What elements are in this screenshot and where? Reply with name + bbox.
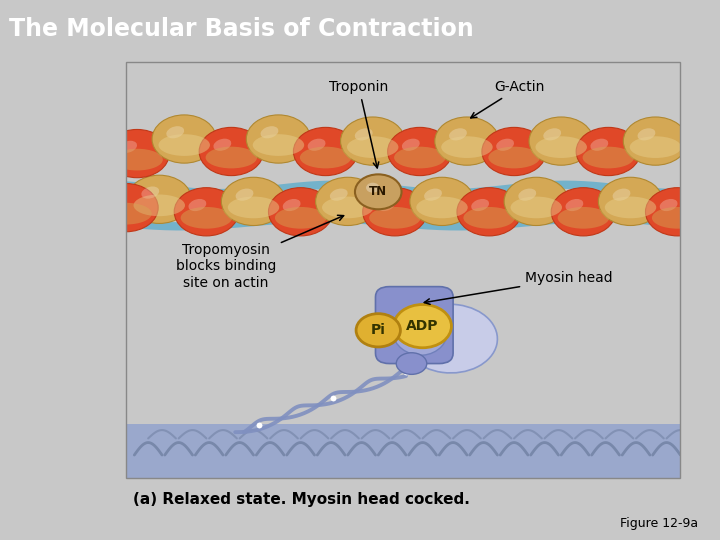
Ellipse shape — [582, 147, 634, 168]
Ellipse shape — [660, 199, 678, 211]
Text: Tropomyosin
blocks binding
site on actin: Tropomyosin blocks binding site on actin — [176, 215, 343, 289]
Ellipse shape — [424, 188, 442, 201]
Ellipse shape — [416, 197, 468, 218]
Ellipse shape — [565, 199, 583, 211]
Circle shape — [645, 188, 710, 236]
Circle shape — [356, 314, 400, 347]
Circle shape — [174, 188, 238, 236]
Circle shape — [387, 127, 452, 176]
Text: Figure 12-9a: Figure 12-9a — [620, 517, 698, 530]
Circle shape — [598, 177, 662, 226]
Text: Myosin head: Myosin head — [424, 272, 613, 305]
Circle shape — [127, 175, 192, 224]
Ellipse shape — [228, 197, 279, 218]
Circle shape — [199, 127, 264, 176]
Ellipse shape — [141, 186, 159, 199]
Circle shape — [482, 127, 546, 176]
Ellipse shape — [403, 304, 498, 373]
Ellipse shape — [181, 207, 232, 228]
Ellipse shape — [449, 129, 467, 140]
Ellipse shape — [464, 207, 515, 228]
Ellipse shape — [253, 134, 304, 156]
Ellipse shape — [347, 136, 398, 158]
Ellipse shape — [133, 194, 185, 216]
Text: TN: TN — [369, 185, 387, 198]
Circle shape — [366, 183, 379, 193]
Ellipse shape — [496, 139, 514, 151]
Ellipse shape — [392, 306, 448, 355]
Ellipse shape — [377, 199, 395, 211]
Ellipse shape — [307, 139, 325, 151]
Ellipse shape — [261, 126, 279, 138]
Ellipse shape — [108, 195, 126, 207]
Circle shape — [576, 127, 641, 176]
Ellipse shape — [613, 188, 631, 201]
Circle shape — [529, 117, 593, 165]
Circle shape — [105, 130, 169, 178]
Ellipse shape — [330, 188, 348, 201]
Text: G-Actin: G-Actin — [471, 80, 545, 118]
Circle shape — [221, 177, 286, 226]
Ellipse shape — [206, 147, 257, 168]
Text: (a) Relaxed state. Myosin head cocked.: (a) Relaxed state. Myosin head cocked. — [133, 492, 470, 507]
Circle shape — [269, 188, 333, 236]
Ellipse shape — [300, 147, 351, 168]
Circle shape — [624, 117, 688, 165]
Circle shape — [341, 117, 405, 165]
Circle shape — [152, 115, 217, 163]
Circle shape — [363, 188, 427, 236]
Ellipse shape — [441, 136, 492, 158]
Ellipse shape — [637, 129, 655, 140]
Ellipse shape — [652, 207, 703, 228]
Ellipse shape — [275, 207, 326, 228]
Ellipse shape — [119, 141, 137, 153]
Circle shape — [394, 305, 451, 348]
Circle shape — [435, 117, 499, 165]
Text: The Molecular Basis of Contraction: The Molecular Basis of Contraction — [9, 17, 473, 42]
Ellipse shape — [213, 139, 231, 151]
Circle shape — [294, 127, 358, 176]
Ellipse shape — [488, 147, 540, 168]
Ellipse shape — [518, 188, 536, 201]
Ellipse shape — [322, 197, 374, 218]
Ellipse shape — [544, 129, 561, 140]
Ellipse shape — [112, 148, 163, 171]
Ellipse shape — [369, 207, 420, 228]
Ellipse shape — [396, 353, 427, 374]
Ellipse shape — [630, 136, 681, 158]
Ellipse shape — [283, 199, 300, 211]
Text: Troponin: Troponin — [329, 80, 389, 168]
Ellipse shape — [189, 199, 207, 211]
Ellipse shape — [605, 197, 656, 218]
Ellipse shape — [100, 203, 152, 225]
Ellipse shape — [402, 139, 420, 151]
Circle shape — [246, 115, 310, 163]
Text: ADP: ADP — [406, 319, 439, 333]
Ellipse shape — [158, 134, 210, 156]
Ellipse shape — [235, 188, 253, 201]
Ellipse shape — [166, 126, 184, 138]
Circle shape — [504, 177, 568, 226]
Ellipse shape — [355, 129, 373, 140]
Ellipse shape — [510, 197, 562, 218]
Circle shape — [315, 177, 380, 226]
Circle shape — [410, 177, 474, 226]
Text: Pi: Pi — [371, 323, 386, 338]
Ellipse shape — [558, 207, 609, 228]
Ellipse shape — [471, 199, 489, 211]
Circle shape — [94, 184, 158, 232]
Ellipse shape — [394, 147, 446, 168]
Ellipse shape — [590, 139, 608, 151]
Ellipse shape — [536, 136, 587, 158]
Circle shape — [552, 188, 616, 236]
Circle shape — [457, 188, 521, 236]
FancyBboxPatch shape — [376, 287, 453, 363]
Bar — [126, 424, 680, 478]
Circle shape — [355, 174, 402, 210]
